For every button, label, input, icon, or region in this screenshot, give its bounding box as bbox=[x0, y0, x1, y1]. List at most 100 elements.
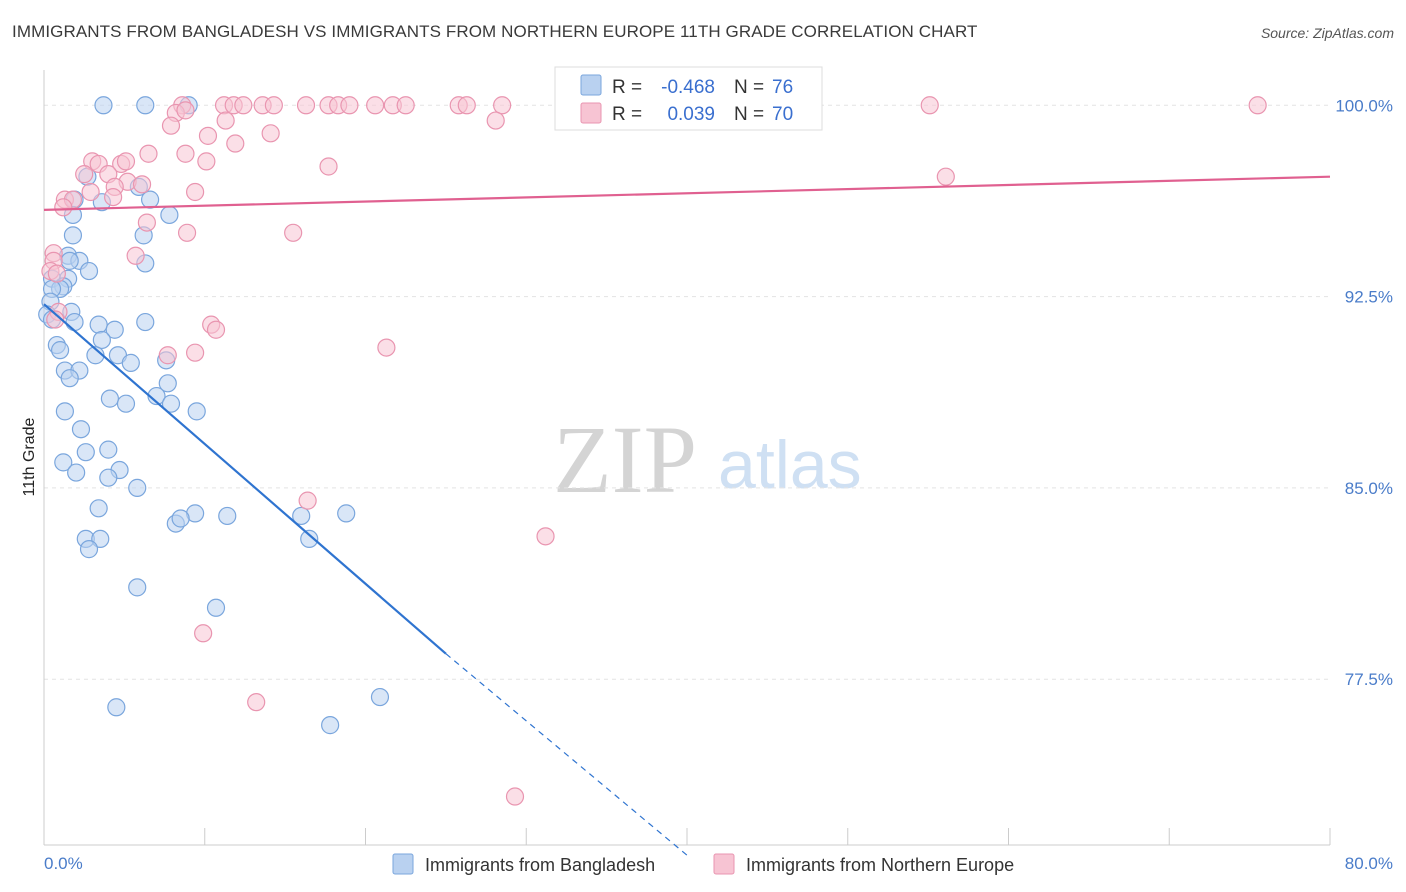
point-bangladesh bbox=[105, 320, 124, 339]
point-northern-europe bbox=[116, 152, 136, 171]
y-tick-label: 100.0% bbox=[1335, 96, 1393, 115]
point-northern-europe bbox=[176, 101, 195, 120]
point-northern-europe bbox=[198, 126, 218, 145]
point-bangladesh bbox=[161, 394, 181, 413]
point-northern-europe bbox=[186, 182, 205, 202]
trendline-northern-europe bbox=[43, 175, 1331, 211]
y-tick-labels: 77.5% 85.0% 92.5% 100.0% bbox=[1335, 96, 1393, 689]
grid-lines bbox=[44, 104, 1330, 680]
point-northern-europe bbox=[936, 167, 955, 186]
point-bangladesh bbox=[65, 312, 84, 332]
point-bangladesh bbox=[206, 598, 226, 617]
stats-n-value-blue: 76 bbox=[772, 77, 793, 98]
watermark-atlas: atlas bbox=[718, 427, 862, 503]
point-bangladesh bbox=[60, 251, 79, 270]
legend-label-northern-europe: Immigrants from Northern Europe bbox=[746, 855, 1014, 875]
point-northern-europe bbox=[216, 111, 235, 130]
point-northern-europe bbox=[46, 310, 65, 329]
point-northern-europe bbox=[177, 223, 197, 242]
point-northern-europe bbox=[486, 111, 505, 130]
point-northern-europe bbox=[234, 96, 253, 115]
point-northern-europe bbox=[186, 343, 205, 362]
point-northern-europe bbox=[377, 338, 396, 357]
point-northern-europe bbox=[264, 96, 283, 115]
point-northern-europe bbox=[226, 134, 245, 153]
point-bangladesh bbox=[89, 499, 108, 518]
point-northern-europe bbox=[137, 213, 156, 232]
point-northern-europe bbox=[296, 96, 316, 115]
point-bangladesh bbox=[71, 420, 91, 439]
point-northern-europe bbox=[505, 787, 525, 806]
stats-swatch-blue bbox=[580, 74, 602, 96]
point-bangladesh bbox=[79, 540, 99, 559]
x-ticks bbox=[43, 828, 1331, 845]
series-northern-europe-points bbox=[41, 96, 1267, 806]
point-bangladesh bbox=[50, 341, 70, 360]
source-attribution: Source: ZipAtlas.com bbox=[1260, 25, 1394, 41]
point-bangladesh bbox=[292, 506, 311, 526]
point-northern-europe bbox=[75, 165, 94, 184]
point-northern-europe bbox=[81, 182, 100, 202]
point-northern-europe bbox=[104, 187, 123, 207]
legend-swatch-bangladesh bbox=[392, 853, 414, 875]
point-northern-europe bbox=[47, 264, 66, 283]
point-northern-europe bbox=[132, 175, 152, 194]
point-northern-europe bbox=[194, 624, 213, 643]
point-bangladesh bbox=[158, 374, 177, 393]
stats-box: R = -0.468 N = 76 R = 0.039 N = 70 bbox=[554, 66, 823, 131]
point-bangladesh bbox=[91, 529, 110, 549]
point-northern-europe bbox=[54, 198, 73, 217]
point-northern-europe bbox=[457, 96, 476, 115]
point-northern-europe bbox=[396, 96, 415, 115]
point-northern-europe bbox=[139, 144, 158, 163]
point-bangladesh bbox=[160, 205, 179, 225]
point-bangladesh bbox=[187, 402, 206, 421]
stats-n-label-blue: N = bbox=[734, 77, 764, 98]
point-bangladesh bbox=[89, 315, 108, 334]
point-northern-europe bbox=[298, 491, 317, 510]
point-bangladesh bbox=[300, 529, 319, 549]
point-northern-europe bbox=[206, 320, 226, 339]
y-tick-label: 85.0% bbox=[1345, 479, 1393, 498]
point-northern-europe bbox=[126, 246, 145, 265]
point-bangladesh bbox=[116, 394, 136, 413]
point-northern-europe bbox=[536, 527, 555, 546]
point-northern-europe bbox=[319, 157, 338, 176]
point-bangladesh bbox=[92, 330, 111, 350]
trendlines bbox=[43, 175, 1331, 856]
legend: Immigrants from Bangladesh Immigrants fr… bbox=[392, 853, 1014, 875]
point-bangladesh bbox=[55, 402, 74, 421]
chart-title: IMMIGRANTS FROM BANGLADESH VS IMMIGRANTS… bbox=[12, 22, 978, 41]
point-northern-europe bbox=[340, 96, 359, 115]
point-bangladesh bbox=[107, 698, 126, 717]
point-bangladesh bbox=[94, 96, 113, 115]
point-bangladesh bbox=[218, 506, 237, 526]
point-bangladesh bbox=[79, 261, 99, 281]
y-tick-label: 77.5% bbox=[1345, 670, 1393, 689]
stats-r-value-pink: 0.039 bbox=[667, 104, 715, 125]
point-bangladesh bbox=[54, 453, 73, 472]
point-bangladesh bbox=[99, 468, 118, 487]
trendline-bangladesh-extension bbox=[445, 653, 688, 856]
watermark: ZIP atlas bbox=[553, 406, 862, 513]
point-bangladesh bbox=[337, 504, 356, 523]
watermark-zip: ZIP bbox=[553, 406, 697, 513]
stats-n-label-pink: N = bbox=[734, 104, 764, 125]
x-tick-label-max: 80.0% bbox=[1345, 854, 1393, 873]
point-bangladesh bbox=[67, 463, 86, 482]
point-bangladesh bbox=[370, 687, 390, 707]
stats-r-label-pink: R = bbox=[612, 104, 642, 125]
stats-r-value-blue: -0.468 bbox=[661, 77, 715, 98]
point-northern-europe bbox=[261, 124, 280, 143]
point-bangladesh bbox=[136, 96, 155, 115]
point-northern-europe bbox=[284, 223, 303, 242]
point-bangladesh bbox=[63, 226, 83, 245]
point-bangladesh bbox=[140, 190, 160, 209]
point-bangladesh bbox=[100, 389, 120, 408]
point-northern-europe bbox=[197, 152, 216, 171]
point-bangladesh bbox=[128, 478, 147, 497]
point-northern-europe bbox=[161, 116, 181, 135]
point-bangladesh bbox=[60, 369, 79, 388]
point-northern-europe bbox=[1248, 96, 1267, 115]
stats-n-value-pink: 70 bbox=[772, 104, 793, 125]
